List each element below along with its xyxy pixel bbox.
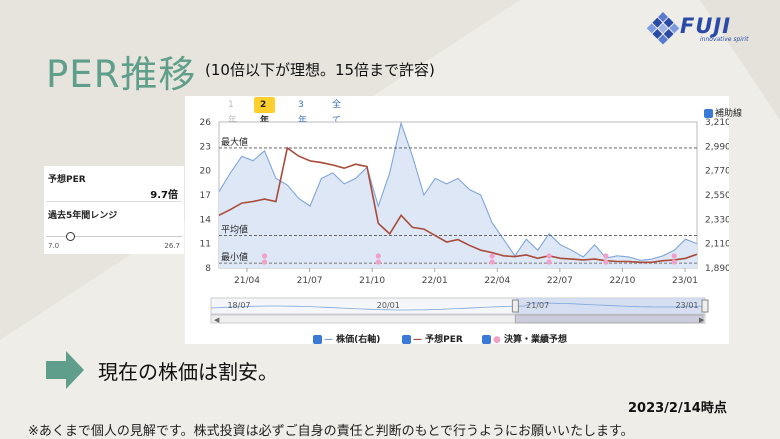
tab-2year[interactable]: 2年 bbox=[254, 97, 275, 126]
earnings-marker bbox=[603, 259, 609, 265]
x-tick-label: 23/01 bbox=[672, 276, 698, 286]
x-tick-label: 22/01 bbox=[422, 276, 448, 286]
checkbox-icon[interactable] bbox=[704, 109, 713, 118]
earnings-marker bbox=[603, 253, 609, 259]
y-left-tick-label: 8 bbox=[205, 264, 211, 274]
legend-price-label: 株価(右軸) bbox=[336, 335, 381, 345]
line-swatch-icon: — bbox=[413, 335, 422, 345]
disclaimer: ※あくまで個人の見解です。株式投資は必ずご自身の責任と判断のもとで行うようにお願… bbox=[28, 424, 634, 439]
scroll-left-icon[interactable]: ◀ bbox=[214, 316, 220, 324]
tab-all[interactable]: 全て bbox=[332, 100, 342, 126]
earnings-marker bbox=[375, 253, 381, 259]
earnings-marker bbox=[261, 259, 268, 265]
per-summary-panel: 予想PER 9.7倍 過去5年間レンジ 7.0 26.7 bbox=[44, 166, 184, 254]
y-left-tick-label: 11 bbox=[200, 240, 211, 250]
navigator-tick-label: 23/01 bbox=[675, 301, 698, 310]
scrollbar-thumb[interactable] bbox=[514, 314, 704, 324]
scroll-right-icon[interactable]: ▶ bbox=[699, 316, 705, 324]
x-tick-label: 22/10 bbox=[609, 276, 635, 286]
y-right-tick-label: 2,550 bbox=[705, 191, 729, 201]
price-line bbox=[218, 121, 698, 261]
aux-line-label: 補助線 bbox=[715, 109, 743, 119]
legend-per[interactable]: — 予想PER bbox=[402, 332, 463, 345]
x-tick-label: 21/10 bbox=[359, 276, 385, 286]
x-tick-label: 21/04 bbox=[234, 276, 260, 286]
logo-wordmark: FUJI bbox=[680, 14, 732, 38]
forecast-per-label: 予想PER bbox=[48, 175, 86, 185]
page-subtitle: (10倍以下が理想。15倍まで許容) bbox=[205, 61, 435, 79]
checkbox-icon[interactable] bbox=[402, 335, 411, 344]
earnings-marker bbox=[671, 253, 677, 259]
aux-line-toggle[interactable]: 補助線 bbox=[704, 106, 742, 119]
per-line bbox=[218, 146, 698, 264]
earnings-marker bbox=[261, 253, 268, 259]
valuation-verdict: 現在の株価は割安。 bbox=[98, 360, 278, 384]
y-left-tick-label: 14 bbox=[200, 215, 212, 225]
earnings-marker bbox=[546, 253, 552, 259]
x-tick-label: 21/07 bbox=[297, 276, 323, 286]
legend-earnings-label: 決算・業績予想 bbox=[504, 335, 568, 345]
navigator-handle[interactable] bbox=[511, 299, 519, 313]
y-right-tick-label: 1,890 bbox=[705, 264, 729, 274]
x-tick-label: 22/07 bbox=[547, 276, 573, 286]
dot-swatch-icon: ● bbox=[493, 335, 501, 345]
navigator-line bbox=[210, 302, 706, 311]
y-left-tick-label: 20 bbox=[200, 167, 212, 177]
ref-line-label: 最大値 bbox=[221, 136, 248, 148]
y-left-tick-label: 17 bbox=[200, 191, 211, 201]
line-swatch-icon: — bbox=[324, 335, 333, 345]
legend-per-label: 予想PER bbox=[425, 335, 463, 345]
earnings-marker bbox=[489, 253, 495, 259]
fuji-logo bbox=[646, 12, 680, 45]
navigator-handle[interactable] bbox=[701, 299, 709, 313]
tab-1year[interactable]: 1年 bbox=[228, 100, 238, 126]
range-label: 過去5年間レンジ bbox=[48, 211, 118, 221]
earnings-marker bbox=[489, 259, 495, 265]
legend-price[interactable]: — 株価(右軸) bbox=[313, 332, 380, 345]
navigator-selection bbox=[515, 298, 705, 314]
navigator-tick-label: 20/01 bbox=[377, 301, 400, 310]
divider bbox=[46, 201, 182, 202]
earnings-marker bbox=[671, 259, 677, 265]
range-max: 26.7 bbox=[164, 242, 180, 250]
navigator-tick-label: 18/07 bbox=[227, 301, 250, 310]
ref-line-label: 平均値 bbox=[221, 224, 248, 236]
y-right-tick-label: 2,990 bbox=[705, 142, 729, 152]
range-marker bbox=[66, 232, 76, 241]
navigator-tick-label: 21/07 bbox=[526, 301, 549, 310]
y-right-tick-label: 3,210 bbox=[705, 118, 729, 128]
y-right-tick-label: 2,330 bbox=[705, 215, 729, 225]
checkbox-icon[interactable] bbox=[482, 335, 491, 344]
y-left-tick-label: 23 bbox=[200, 142, 211, 152]
y-right-tick-label: 2,770 bbox=[705, 167, 729, 177]
per-price-chart[interactable]: 26 23 20 17 14 11 8 3,210 2,990 2,770 2,550 2,330 2,… bbox=[185, 112, 729, 332]
earnings-marker bbox=[546, 259, 552, 265]
x-tick-label: 22/04 bbox=[484, 276, 510, 286]
y-left-tick-label: 26 bbox=[200, 118, 212, 128]
ref-line-label: 最小値 bbox=[221, 251, 248, 263]
as-of-date: 2023/2/14時点 bbox=[628, 401, 727, 416]
checkbox-icon[interactable] bbox=[313, 335, 322, 344]
range-min: 7.0 bbox=[48, 242, 60, 250]
logo-tagline: innovative spirit bbox=[700, 36, 749, 43]
earnings-marker bbox=[375, 259, 381, 265]
right-arrow-icon bbox=[46, 351, 84, 389]
forecast-per-value: 9.7倍 bbox=[150, 190, 178, 201]
tab-3year[interactable]: 3年 bbox=[298, 100, 308, 126]
page-title: PER推移 bbox=[46, 53, 197, 96]
price-area bbox=[219, 123, 697, 268]
legend-earnings[interactable]: ● 決算・業績予想 bbox=[482, 332, 567, 345]
scrollbar-track bbox=[210, 314, 706, 324]
range-track bbox=[46, 236, 182, 237]
y-right-tick-label: 2,110 bbox=[705, 240, 729, 250]
